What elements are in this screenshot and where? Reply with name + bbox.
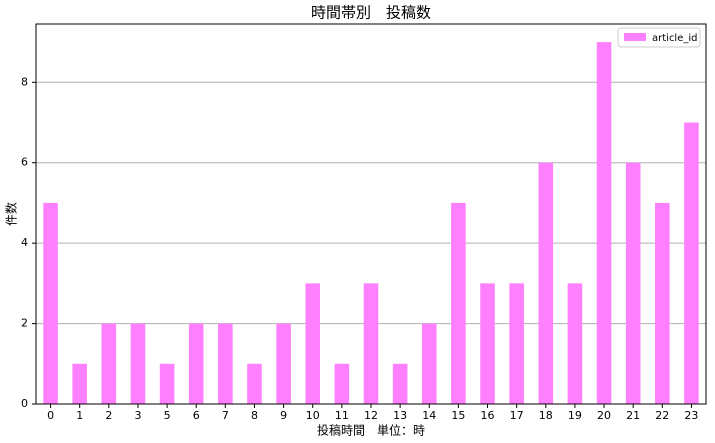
bar [567, 283, 583, 404]
legend-swatch [624, 33, 646, 41]
bar [276, 323, 291, 404]
bar [596, 42, 612, 404]
y-tick-label: 8 [21, 75, 28, 88]
x-tick-label: 11 [335, 409, 349, 422]
x-tick-label: 2 [105, 409, 112, 422]
bar [363, 283, 379, 404]
y-axis-label: 件数 [4, 202, 19, 226]
bar [159, 363, 175, 404]
x-tick-label: 13 [393, 409, 407, 422]
bar [72, 363, 87, 404]
x-tick-label: 16 [481, 409, 495, 422]
bar [247, 363, 262, 404]
x-tick-label: 19 [568, 409, 582, 422]
bar [334, 363, 350, 404]
bar [684, 122, 699, 404]
x-tick-label: 0 [47, 409, 54, 422]
x-tick-label: 8 [251, 409, 258, 422]
bar [451, 202, 466, 404]
bar [421, 323, 437, 404]
x-tick-label: 18 [539, 409, 553, 422]
x-tick-label: 20 [597, 409, 611, 422]
x-axis-label: 投稿時間 単位：時 [317, 423, 425, 438]
bar [130, 323, 146, 404]
y-tick-label: 4 [21, 236, 28, 249]
x-tick-label: 15 [451, 409, 465, 422]
bar [101, 323, 117, 404]
bar [305, 283, 321, 404]
legend-box [617, 27, 701, 48]
bar [538, 162, 554, 404]
x-tick-label: 7 [222, 409, 229, 422]
bar [480, 283, 495, 404]
x-tick-label: 10 [306, 409, 320, 422]
bar [218, 323, 233, 404]
x-tick-label: 21 [626, 409, 640, 422]
legend-label: article_id [652, 33, 698, 44]
bar [188, 323, 204, 404]
x-tick-label: 23 [684, 409, 698, 422]
x-tick-label: 14 [422, 409, 436, 422]
x-tick-label: 5 [164, 409, 171, 422]
plot-frame [35, 23, 707, 405]
x-tick-label: 12 [364, 409, 378, 422]
bar [625, 162, 641, 404]
y-tick-label: 0 [21, 397, 28, 410]
bar [509, 283, 524, 404]
x-tick-label: 22 [655, 409, 669, 422]
y-tick-label: 6 [21, 156, 28, 169]
x-tick-label: 3 [134, 409, 141, 422]
x-tick-label: 9 [280, 409, 287, 422]
x-tick-label: 6 [193, 409, 200, 422]
y-tick-label: 2 [21, 317, 28, 330]
bar [655, 202, 670, 404]
chart-title: 時間帯別 投稿数 [311, 4, 431, 22]
bar [43, 202, 58, 404]
x-tick-label: 17 [510, 409, 524, 422]
bar [392, 363, 408, 404]
x-tick-label: 1 [76, 409, 83, 422]
